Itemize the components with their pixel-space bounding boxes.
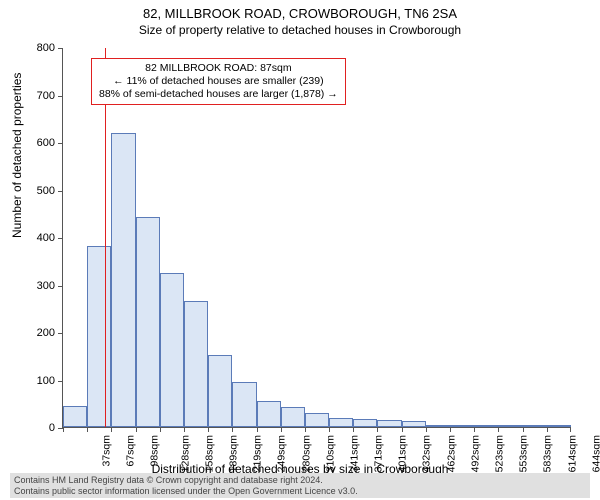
histogram-bar xyxy=(305,413,329,427)
x-tick xyxy=(160,427,161,432)
y-tick-label: 800 xyxy=(21,42,63,54)
x-tick xyxy=(305,427,306,432)
y-tick-label: 400 xyxy=(21,232,63,244)
histogram-bar xyxy=(208,355,232,427)
histogram-bar xyxy=(402,421,426,427)
histogram-bar xyxy=(87,246,111,427)
x-tick xyxy=(136,427,137,432)
histogram-bar xyxy=(353,419,377,427)
x-tick xyxy=(402,427,403,432)
histogram-bar xyxy=(426,425,450,427)
chart-container: 82, MILLBROOK ROAD, CROWBOROUGH, TN6 2SA… xyxy=(0,0,600,500)
x-tick xyxy=(111,427,112,432)
x-tick xyxy=(377,427,378,432)
x-tick xyxy=(329,427,330,432)
x-tick xyxy=(281,427,282,432)
x-tick xyxy=(63,427,64,432)
histogram-bar xyxy=(184,301,208,427)
annotation-line-3: 88% of semi-detached houses are larger (… xyxy=(99,88,338,101)
histogram-bar xyxy=(281,407,305,427)
footer-line-2: Contains public sector information licen… xyxy=(14,486,586,496)
histogram-bar xyxy=(329,418,353,428)
annotation-box: 82 MILLBROOK ROAD: 87sqm ← 11% of detach… xyxy=(91,58,346,105)
x-tick xyxy=(426,427,427,432)
annotation-line-1: 82 MILLBROOK ROAD: 87sqm xyxy=(99,62,338,75)
y-tick-label: 500 xyxy=(21,185,63,197)
histogram-bar xyxy=(257,401,281,427)
histogram-bar xyxy=(377,420,401,427)
y-tick-label: 200 xyxy=(21,327,63,339)
footer-attribution: Contains HM Land Registry data © Crown c… xyxy=(10,473,590,498)
chart-title: 82, MILLBROOK ROAD, CROWBOROUGH, TN6 2SA xyxy=(0,0,600,22)
annotation-line-2: ← 11% of detached houses are smaller (23… xyxy=(99,75,338,88)
y-tick-label: 0 xyxy=(21,422,63,434)
x-tick xyxy=(232,427,233,432)
histogram-bar xyxy=(111,133,135,427)
histogram-bar xyxy=(136,217,160,427)
chart-subtitle: Size of property relative to detached ho… xyxy=(0,22,600,37)
histogram-bar xyxy=(63,406,87,427)
histogram-bar xyxy=(450,425,474,427)
histogram-bar xyxy=(160,273,184,427)
plot-area: 82 MILLBROOK ROAD: 87sqm ← 11% of detach… xyxy=(62,48,570,428)
y-tick-label: 600 xyxy=(21,137,63,149)
y-tick-label: 300 xyxy=(21,280,63,292)
x-tick xyxy=(353,427,354,432)
histogram-bar xyxy=(232,382,256,427)
histogram-bar xyxy=(474,425,498,427)
x-tick xyxy=(498,427,499,432)
x-tick xyxy=(208,427,209,432)
x-tick xyxy=(87,427,88,432)
histogram-bar xyxy=(523,425,547,427)
x-tick xyxy=(184,427,185,432)
x-tick xyxy=(450,427,451,432)
x-tick xyxy=(257,427,258,432)
y-tick-label: 700 xyxy=(21,90,63,102)
footer-line-1: Contains HM Land Registry data © Crown c… xyxy=(14,475,586,485)
histogram-bar xyxy=(547,425,571,427)
x-tick xyxy=(547,427,548,432)
histogram-bar xyxy=(498,425,522,427)
x-tick xyxy=(523,427,524,432)
x-tick xyxy=(474,427,475,432)
y-tick-label: 100 xyxy=(21,375,63,387)
x-tick xyxy=(570,427,571,432)
